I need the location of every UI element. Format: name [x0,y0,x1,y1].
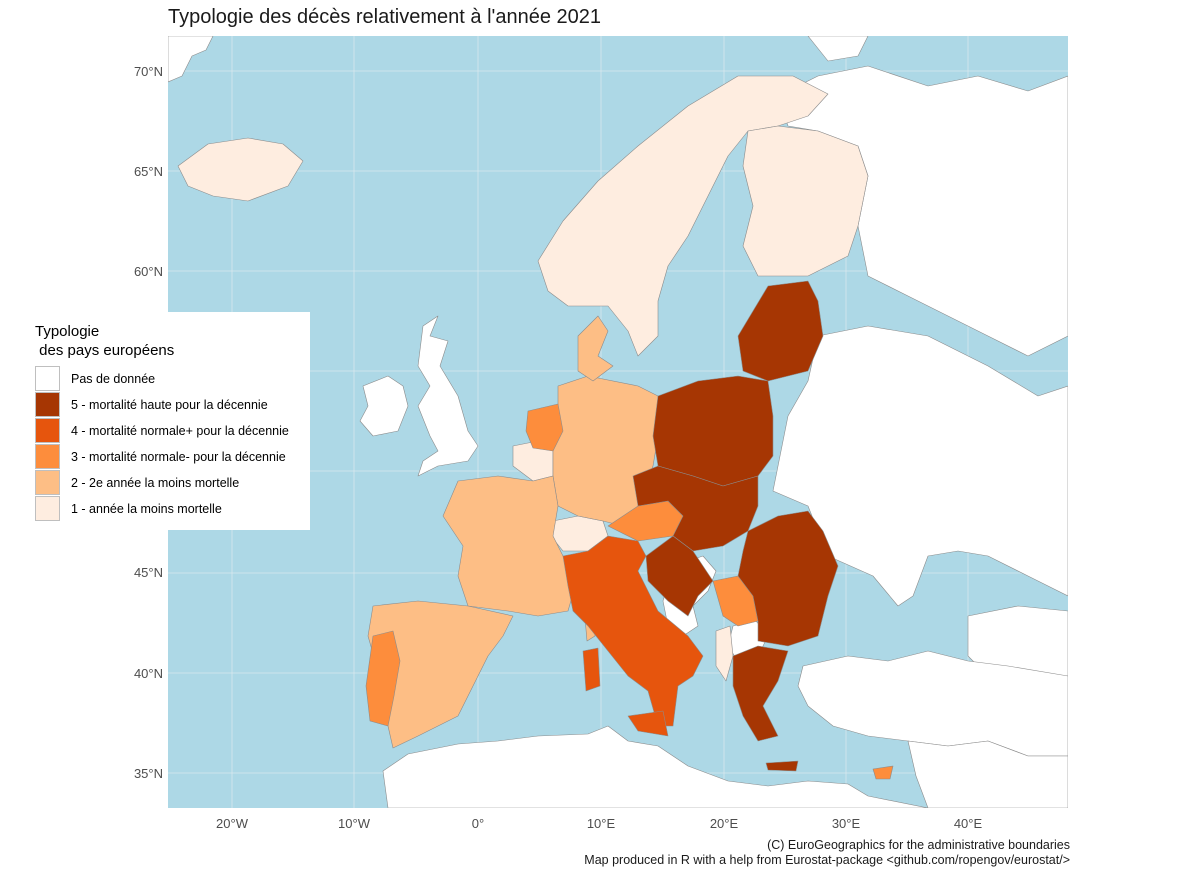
region-poland [652,375,774,487]
region-albania [715,625,734,682]
x-tick-10e: 10°E [586,816,616,831]
legend-swatch-no-data [35,366,60,391]
caption-copyright: (C) EuroGeographics for the administrati… [767,838,1070,852]
legend-title-line1: Typologie [35,323,100,340]
region-cyprus [872,765,894,780]
region-romania-bulgaria [737,510,839,647]
map-svg [168,36,1068,808]
region-norway-sweden [537,75,829,357]
legend-item-class2: 2 - 2e année la moins mortelle [35,470,310,496]
x-tick-20w: 20°W [216,816,248,831]
region-sicily [627,710,669,737]
legend-label: 2 - 2e année la moins mortelle [71,476,240,490]
legend-label: 5 - mortalité haute pour la décennie [71,398,268,412]
map-panel [168,36,1068,808]
legend: Typologie des pays européens Pas de donn… [30,312,310,530]
y-tick-70n: 70°N [133,64,163,79]
legend-item-class5: 5 - mortalité haute pour la décennie [35,392,310,418]
legend-label: 1 - année la moins mortelle [71,502,222,516]
region-iceland [177,137,304,202]
legend-label: 3 - mortalité normale- pour la décennie [71,450,286,464]
region-denmark [577,315,614,382]
region-baltics [737,280,824,382]
y-tick-45n: 45°N [133,565,163,580]
legend-label: Pas de donnée [71,372,156,386]
region-greece [732,645,789,742]
region-ireland [359,375,409,437]
region-portugal [365,630,401,727]
legend-item-no-data: Pas de donnée [35,366,310,392]
region-north-africa [382,725,929,808]
region-belarus-ukraine-russia [772,325,1068,607]
y-tick-60n: 60°N [133,264,163,279]
region-middle-east [907,740,1068,808]
region-croatia-slovenia [645,535,714,617]
legend-item-class3: 3 - mortalité normale- pour la décennie [35,444,310,470]
x-tick-30e: 30°E [831,816,861,831]
region-crete [765,760,799,772]
region-sardinia [582,647,601,692]
legend-swatch-class2 [35,470,60,495]
legend-item-class1: 1 - année la moins mortelle [35,496,310,522]
x-tick-10w: 10°W [338,816,370,831]
legend-title: Typologie des pays européens [35,322,295,360]
legend-title-line2: des pays européens [35,342,175,359]
region-czechia-slovakia-hungary [632,465,759,552]
y-tick-65n: 65°N [133,164,163,179]
x-tick-40e: 40°E [953,816,983,831]
region-netherlands [525,403,564,452]
legend-swatch-class3 [35,444,60,469]
y-tick-40n: 40°N [133,666,163,681]
y-tick-35n: 35°N [133,766,163,781]
map-title: Typologie des décès relativement à l'ann… [168,6,601,28]
legend-label: 4 - mortalité normale+ pour la décennie [71,424,289,438]
region-russia-islands [807,36,869,62]
legend-swatch-class4 [35,418,60,443]
region-finland [742,125,869,277]
region-greenland-corner [168,36,214,83]
caption-source: Map produced in R with a help from Euros… [584,853,1070,867]
region-uk [417,315,479,477]
region-italy [562,535,704,727]
x-tick-0: 0° [471,816,485,831]
legend-item-class4: 4 - mortalité normale+ pour la décennie [35,418,310,444]
legend-swatch-class5 [35,392,60,417]
x-tick-20e: 20°E [709,816,739,831]
legend-swatch-class1 [35,496,60,521]
